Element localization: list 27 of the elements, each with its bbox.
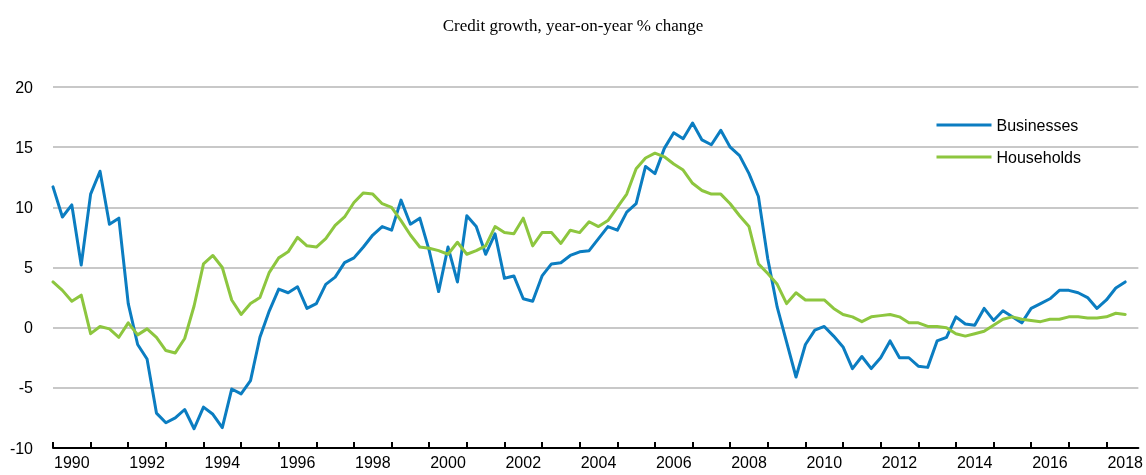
- x-tick-label: 2002: [505, 453, 542, 471]
- y-tick-label: 15: [15, 138, 34, 156]
- chart-title: Credit growth, year-on-year % change: [442, 16, 704, 35]
- x-tick-label: 2000: [430, 453, 466, 471]
- x-tick-label: 1996: [279, 453, 316, 471]
- x-tick-label: 1998: [354, 453, 391, 471]
- y-tick-label: 5: [24, 259, 34, 276]
- x-tick-label: 1992: [129, 453, 165, 471]
- x-tick-label: 2014: [956, 453, 993, 471]
- x-tick-label: 2006: [655, 453, 692, 471]
- x-tick-label: 2016: [1032, 453, 1068, 471]
- x-tick-label: 2010: [806, 453, 843, 471]
- legend-label: Households: [996, 148, 1081, 166]
- line-series: [51, 151, 1127, 355]
- y-tick-label: 0: [24, 319, 34, 337]
- x-tick-label: 1990: [54, 453, 90, 471]
- y-tick-label: -5: [18, 379, 34, 397]
- x-tick-label: 2004: [580, 453, 617, 471]
- line-series: [51, 121, 1127, 431]
- x-tick-label: 2018: [1107, 453, 1144, 471]
- y-tick-label: 10: [15, 198, 34, 216]
- y-tick-label: -10: [9, 439, 34, 457]
- legend-label: Businesses: [996, 116, 1079, 134]
- y-tick-label: 20: [15, 78, 34, 96]
- x-tick-label: 1994: [204, 453, 241, 471]
- x-tick-label: 2008: [731, 453, 767, 471]
- x-tick-label: 2012: [881, 453, 918, 471]
